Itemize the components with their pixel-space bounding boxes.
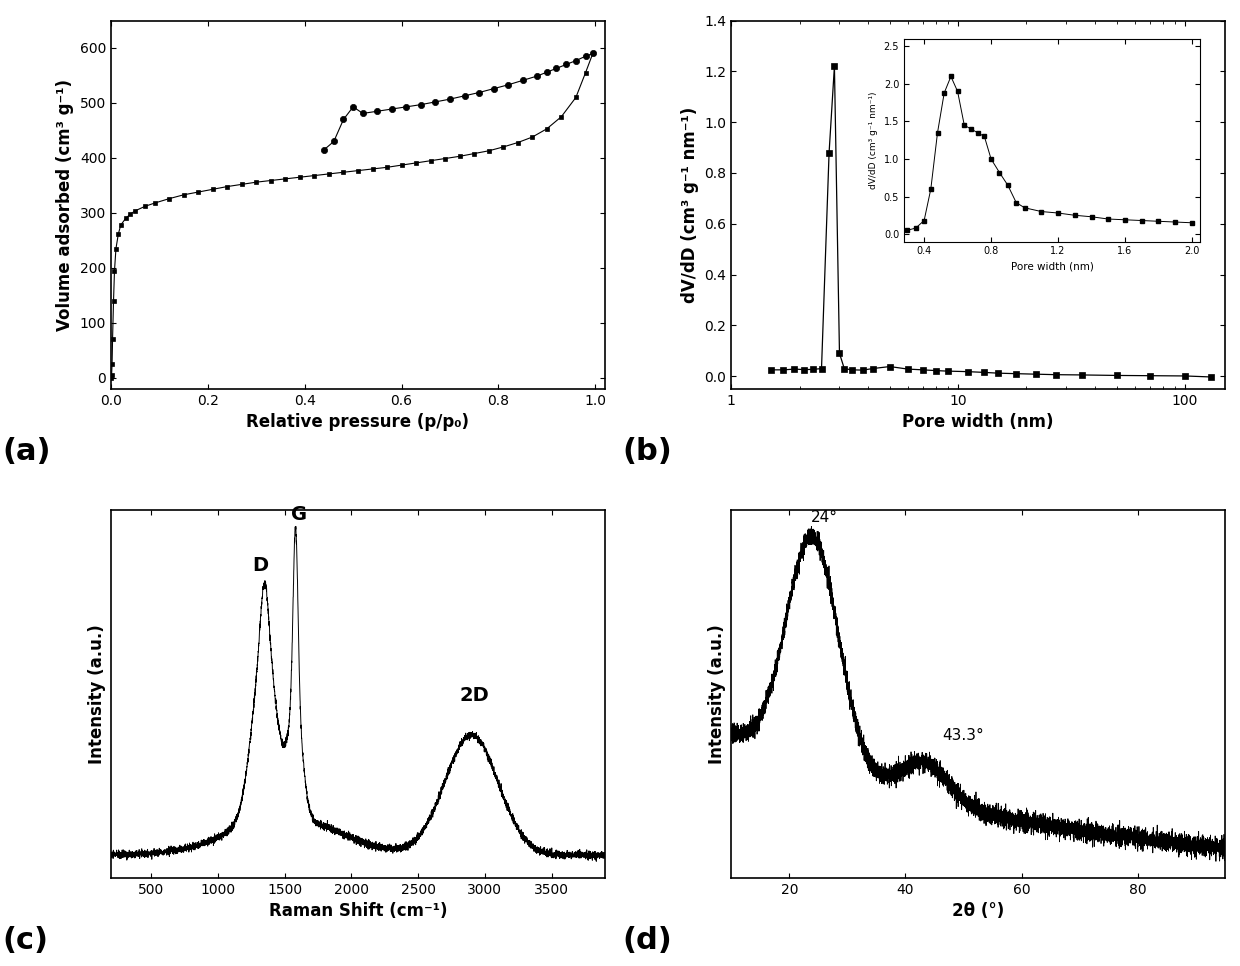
Text: 43.3°: 43.3° — [942, 727, 985, 743]
Text: G: G — [291, 504, 308, 524]
Y-axis label: Volume adsorbed (cm³ g⁻¹): Volume adsorbed (cm³ g⁻¹) — [56, 78, 74, 330]
Y-axis label: dV/dD (cm³ g⁻¹ nm⁻¹): dV/dD (cm³ g⁻¹ nm⁻¹) — [681, 106, 699, 302]
Y-axis label: Intensity (a.u.): Intensity (a.u.) — [88, 624, 105, 764]
Text: (d): (d) — [622, 926, 672, 955]
X-axis label: 2θ (°): 2θ (°) — [952, 902, 1004, 921]
Text: 24°: 24° — [811, 510, 838, 526]
Text: (b): (b) — [622, 437, 672, 466]
X-axis label: Relative pressure (p/p₀): Relative pressure (p/p₀) — [247, 413, 470, 432]
Text: D: D — [253, 556, 269, 575]
Text: 2D: 2D — [459, 687, 489, 705]
Y-axis label: Intensity (a.u.): Intensity (a.u.) — [708, 624, 725, 764]
X-axis label: Raman Shift (cm⁻¹): Raman Shift (cm⁻¹) — [269, 902, 448, 921]
Text: (a): (a) — [2, 437, 51, 466]
X-axis label: Pore width (nm): Pore width (nm) — [903, 413, 1054, 432]
Text: (c): (c) — [2, 926, 48, 955]
